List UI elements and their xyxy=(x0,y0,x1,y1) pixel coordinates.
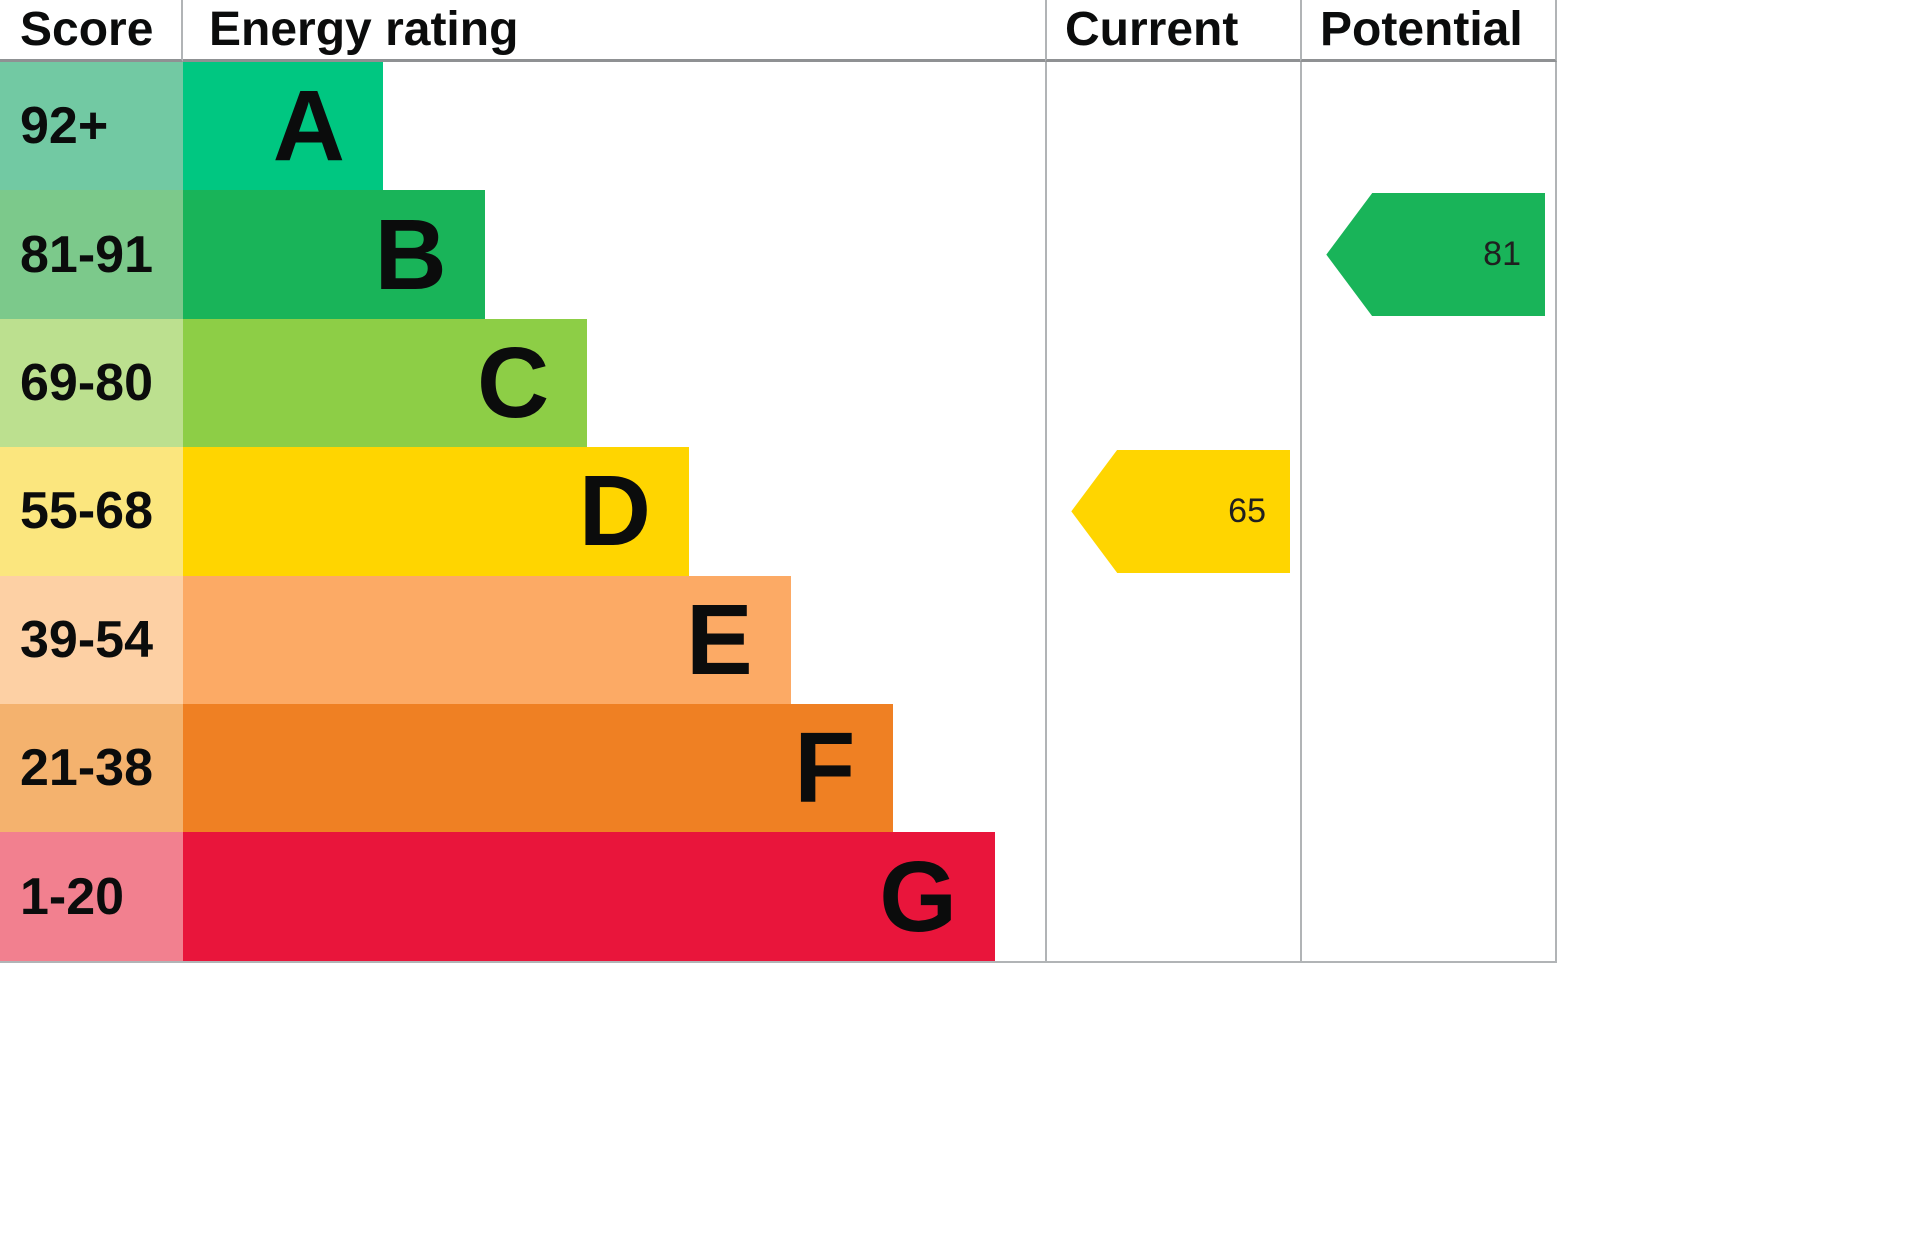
current-arrow-slot: 65 xyxy=(1047,447,1300,575)
current-rating-value: 65 xyxy=(1228,491,1266,530)
potential-column: 81 xyxy=(1300,62,1557,961)
rating-bar-e: E xyxy=(183,575,791,704)
rating-bar-cell-f: F xyxy=(183,703,1045,833)
header-energy-rating: Energy rating xyxy=(183,0,1045,62)
rating-bar-cell-d: D xyxy=(183,447,1045,576)
rating-bar-b: B xyxy=(183,190,485,319)
band-letter-e: E xyxy=(686,583,753,696)
rating-bar-cell-c: C xyxy=(183,318,1045,448)
current-rating-arrow: 65 xyxy=(1071,449,1290,573)
score-band-c: 69-80 xyxy=(0,318,183,448)
score-band-g: 1-20 xyxy=(0,832,183,961)
band-letter-a: A xyxy=(272,70,345,183)
band-letter-c: C xyxy=(477,326,550,439)
score-band-e: 39-54 xyxy=(0,575,183,704)
score-band-f: 21-38 xyxy=(0,703,183,833)
score-band-d: 55-68 xyxy=(0,447,183,576)
band-letter-g: G xyxy=(879,840,957,953)
header-potential: Potential xyxy=(1300,0,1557,62)
rating-bar-cell-a: A xyxy=(183,62,1045,191)
rating-bar-cell-b: B xyxy=(183,190,1045,319)
score-band-b: 81-91 xyxy=(0,190,183,319)
potential-rating-arrow: 81 xyxy=(1326,192,1545,317)
score-band-a: 92+ xyxy=(0,62,183,191)
current-column: 65 xyxy=(1045,62,1300,961)
rating-bar-a: A xyxy=(183,62,383,191)
rating-bar-d: D xyxy=(183,447,689,576)
potential-arrow-slot: 81 xyxy=(1302,190,1555,318)
header-current: Current xyxy=(1045,0,1300,62)
rating-bar-g: G xyxy=(183,832,995,961)
band-letter-f: F xyxy=(794,712,856,825)
rating-bar-cell-e: E xyxy=(183,575,1045,704)
potential-rating-value: 81 xyxy=(1483,235,1521,274)
rating-bar-cell-g: G xyxy=(183,832,1045,961)
header-score: Score xyxy=(0,0,183,62)
band-letter-b: B xyxy=(374,198,447,311)
epc-rating-chart: Score Energy rating Current Potential 92… xyxy=(0,0,1557,963)
rating-bar-c: C xyxy=(183,318,588,448)
band-letter-d: D xyxy=(578,455,651,568)
rating-bar-f: F xyxy=(183,703,894,833)
